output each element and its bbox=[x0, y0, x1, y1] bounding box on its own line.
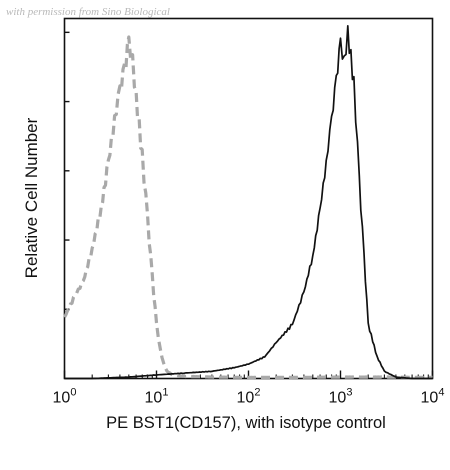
x-tick-label: 101 bbox=[145, 387, 169, 407]
tick-exponent: 2 bbox=[254, 387, 260, 399]
tick-base: 10 bbox=[421, 390, 439, 407]
tick-exponent: 1 bbox=[162, 387, 168, 399]
plot-frame bbox=[63, 17, 434, 380]
x-tick-labels: 100 101 102 103 104 bbox=[53, 387, 445, 407]
x-axis-label: PE BST1(CD157), with isotype control bbox=[106, 414, 386, 432]
x-tick-label: 104 bbox=[421, 387, 445, 407]
series-layer bbox=[63, 24, 433, 380]
tick-base: 10 bbox=[53, 390, 71, 407]
tick-exponent: 4 bbox=[438, 387, 444, 399]
y-axis-label: Relative Cell Number bbox=[22, 117, 41, 279]
axis-ticks bbox=[63, 31, 434, 379]
y-axis-label-container: Relative Cell Number bbox=[20, 18, 44, 378]
tick-base: 10 bbox=[237, 390, 255, 407]
tick-base: 10 bbox=[145, 390, 163, 407]
x-tick-label: 100 bbox=[53, 387, 77, 407]
watermark: with permission from Sino Biological bbox=[6, 6, 170, 18]
tick-exponent: 0 bbox=[70, 387, 76, 399]
isotype-control-series bbox=[63, 35, 433, 380]
tick-exponent: 3 bbox=[346, 387, 352, 399]
bst1-series bbox=[64, 24, 433, 380]
x-tick-label: 103 bbox=[329, 387, 353, 407]
x-tick-label: 102 bbox=[237, 387, 261, 407]
tick-base: 10 bbox=[329, 390, 347, 407]
